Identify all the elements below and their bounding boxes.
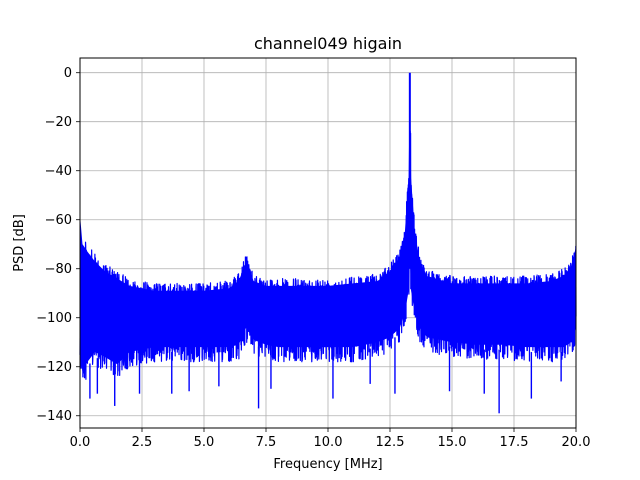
y-tick-label: −60 <box>45 213 72 228</box>
axis-ticks: 0.0 2.5 5.0 7.5 10.0 12.5 15.0 17.5 20.0 0 −20 −40 −… <box>36 66 590 450</box>
y-tick-label: −20 <box>45 115 72 130</box>
y-tick-label: −80 <box>45 262 72 277</box>
x-axis-label: Frequency [MHz] <box>273 457 382 472</box>
y-tick-label: 0 <box>64 66 72 81</box>
x-tick-label: 10.0 <box>314 435 343 450</box>
x-tick-label: 0.0 <box>70 435 91 450</box>
x-tick-label: 2.5 <box>132 435 153 450</box>
psd-trace-body <box>80 80 576 372</box>
x-tick-label: 17.5 <box>500 435 529 450</box>
x-tick-label: 15.0 <box>438 435 467 450</box>
grid <box>79 58 577 428</box>
plot-area <box>79 72 577 414</box>
x-tick-label: 20.0 <box>562 435 591 450</box>
y-tick-label: −140 <box>36 409 72 424</box>
y-tick-label: −40 <box>45 164 72 179</box>
x-tick-label: 5.0 <box>194 435 215 450</box>
y-tick-label: −120 <box>36 360 72 375</box>
y-axis-label: PSD [dB] <box>12 214 27 272</box>
x-tick-label: 12.5 <box>376 435 405 450</box>
y-tick-label: −100 <box>36 311 72 326</box>
x-tick-label: 7.5 <box>256 435 277 450</box>
chart-title: channel049 higain <box>254 34 402 53</box>
